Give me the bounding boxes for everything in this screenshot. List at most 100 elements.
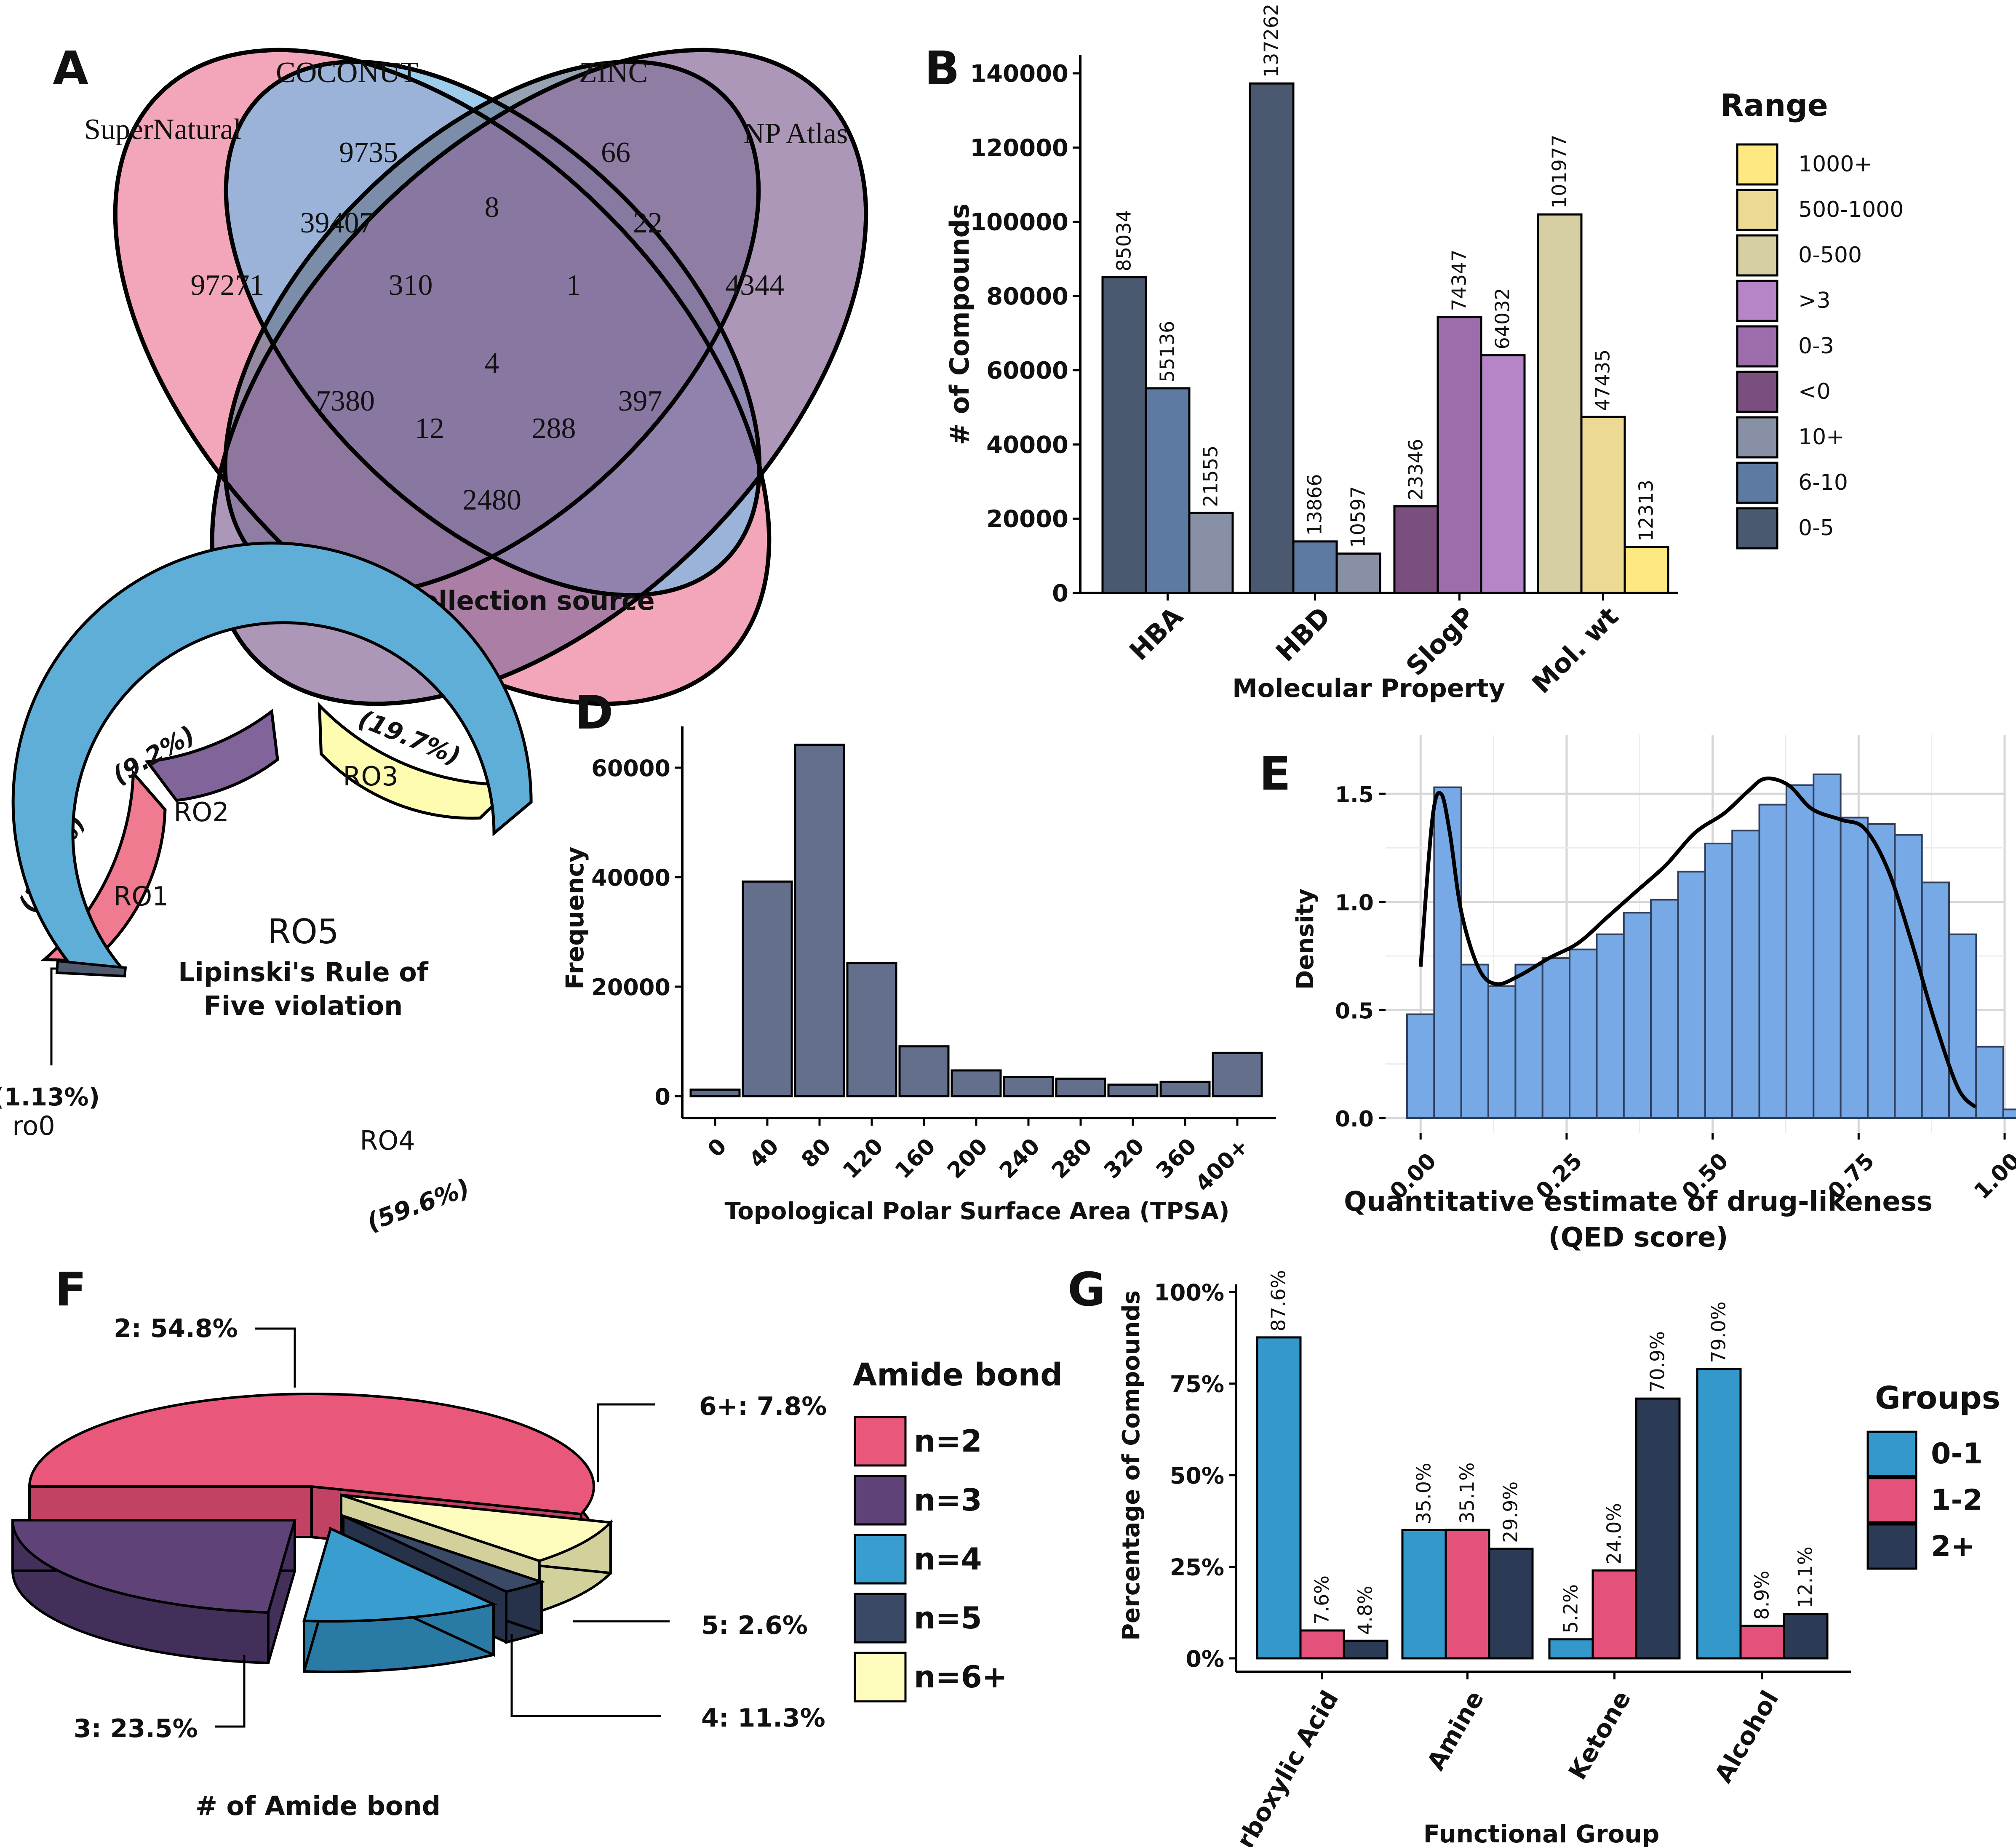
bar [1292, 540, 1338, 594]
pie3d-panel-f: F 2: 54.8% 6+: 7.8% 5: 2.6% 4: 11.3% 3: 23.5… [11, 1262, 1063, 1821]
venn-region-value: 97271 [191, 269, 264, 302]
legend-swatch [1736, 234, 1778, 277]
y-tick-label: 140000 [970, 60, 1068, 88]
legend-label: n=6+ [914, 1659, 1007, 1695]
venn-region-value: 288 [532, 412, 576, 445]
bar [1249, 82, 1295, 594]
x-axis-label: Quantitative estimate of drug-likeness [1344, 1186, 1933, 1217]
pie-callout-line [510, 1634, 661, 1717]
legend-label: <0 [1798, 379, 1831, 404]
legend-title: Amide bond [853, 1357, 1063, 1393]
x-axis-label: Topological Polar Surface Area (TPSA) [725, 1198, 1230, 1225]
bar [1650, 899, 1679, 1119]
venn-region-value: 9735 [339, 136, 398, 169]
y-tick-label: 25% [1170, 1554, 1224, 1581]
donut-panel-c: C RO1(10.4%)RO2(9.2%)RO3(19.7%)RO4(59.6%… [0, 542, 533, 1237]
pie-callout-line [255, 1327, 296, 1388]
pie-slice [28, 1393, 595, 1516]
bar-value-label: 79.0% [1707, 1302, 1730, 1363]
venn-panel-a: A SuperNatural COCONUT ZINC NP Atlas 972… [53, 41, 868, 706]
bar [1840, 817, 1869, 1119]
legend-label: 0-500 [1798, 243, 1862, 268]
legend-swatch [1736, 462, 1778, 504]
y-tick-label: 40000 [986, 431, 1068, 459]
bar [1704, 843, 1733, 1119]
y-tick-label: 0 [1052, 580, 1068, 607]
pie-callout-line [597, 1403, 655, 1482]
legend-swatch [1736, 416, 1778, 459]
pie-slice [342, 1515, 546, 1593]
panel-letter-f: F [55, 1262, 86, 1316]
venn-region-value: 1 [566, 269, 581, 302]
legend-label: n=3 [914, 1482, 982, 1518]
donut-segment [40, 769, 167, 963]
bar-value-label: 137262 [1260, 4, 1283, 78]
venn-region-value: 22 [633, 207, 662, 239]
venn-name-supernatural: SuperNatural [84, 113, 241, 146]
bar [1299, 1629, 1345, 1660]
panel-letter-g: G [1068, 1262, 1105, 1316]
y-tick-label: 1.5 [1335, 782, 1374, 808]
donut-segment [144, 709, 279, 802]
bar-value-label: 12313 [1635, 480, 1658, 541]
bar-value-label: 23346 [1405, 439, 1427, 500]
density-curve [1418, 777, 1977, 1109]
donut-leader-line [50, 967, 57, 1065]
y-tick-label: 0% [1186, 1646, 1224, 1672]
x-axis-label: Functional Group [1423, 1820, 1660, 1847]
bar-value-label: 55136 [1156, 321, 1179, 382]
bar [2002, 1108, 2016, 1119]
bar [1159, 1081, 1211, 1097]
bar [1813, 773, 1842, 1119]
bar [1212, 1052, 1263, 1097]
donut-segment [11, 542, 533, 970]
bar [1783, 1613, 1829, 1660]
bar [898, 1045, 950, 1097]
bar [1433, 786, 1462, 1119]
y-tick-label: 20000 [986, 506, 1068, 533]
bar [1003, 1076, 1054, 1097]
venn-name-zinc: ZINC [579, 56, 648, 89]
legend-label: n=5 [914, 1600, 982, 1636]
venn-region-value: 8 [485, 191, 499, 224]
bar [1921, 881, 1950, 1119]
venn-region-value: 4344 [725, 269, 784, 302]
bar [1107, 1084, 1159, 1097]
bar-value-label: 87.6% [1267, 1270, 1290, 1332]
legend-label: n=2 [914, 1423, 982, 1459]
pie-slice [302, 1527, 498, 1623]
bar [1591, 1569, 1637, 1660]
bar [1731, 830, 1760, 1119]
legend-swatch [1866, 1477, 1917, 1524]
pie-slice-label: 6+: 7.8% [699, 1392, 827, 1421]
legend-swatch [1736, 371, 1778, 413]
bar [1696, 1368, 1742, 1660]
y-axis-label: # of Compounds [944, 203, 975, 445]
donut-center-title: RO5 [267, 912, 339, 951]
donut-segment-pct: (1.13%) [0, 1083, 100, 1111]
legend-swatch [854, 1652, 907, 1703]
bar-value-label: 64032 [1491, 288, 1514, 349]
legend-swatch [854, 1475, 907, 1526]
legend-swatch [1736, 280, 1778, 322]
pie-xlabel: # of Amide bond [195, 1791, 441, 1821]
bar [1406, 1013, 1435, 1119]
bar [1256, 1336, 1302, 1660]
legend-title: Groups [1875, 1380, 2000, 1416]
pie-slice-label: 3: 23.5% [74, 1714, 198, 1743]
bar [1437, 316, 1482, 594]
bar [1335, 552, 1381, 594]
legend-label: 0-5 [1798, 515, 1834, 541]
venn-name-npatlas: NP Atlas [743, 117, 848, 150]
y-tick-label: 0.5 [1335, 998, 1374, 1024]
bar [1623, 546, 1669, 594]
bar-value-label: 8.9% [1751, 1571, 1773, 1620]
venn-name-coconut: COCONUT [276, 56, 418, 89]
bar [1596, 933, 1625, 1119]
venn-region-value: 39407 [300, 207, 374, 239]
venn-region-value: 4 [485, 347, 499, 379]
bar [689, 1088, 741, 1097]
bar [1948, 933, 1977, 1119]
pie-slice [341, 1494, 614, 1562]
